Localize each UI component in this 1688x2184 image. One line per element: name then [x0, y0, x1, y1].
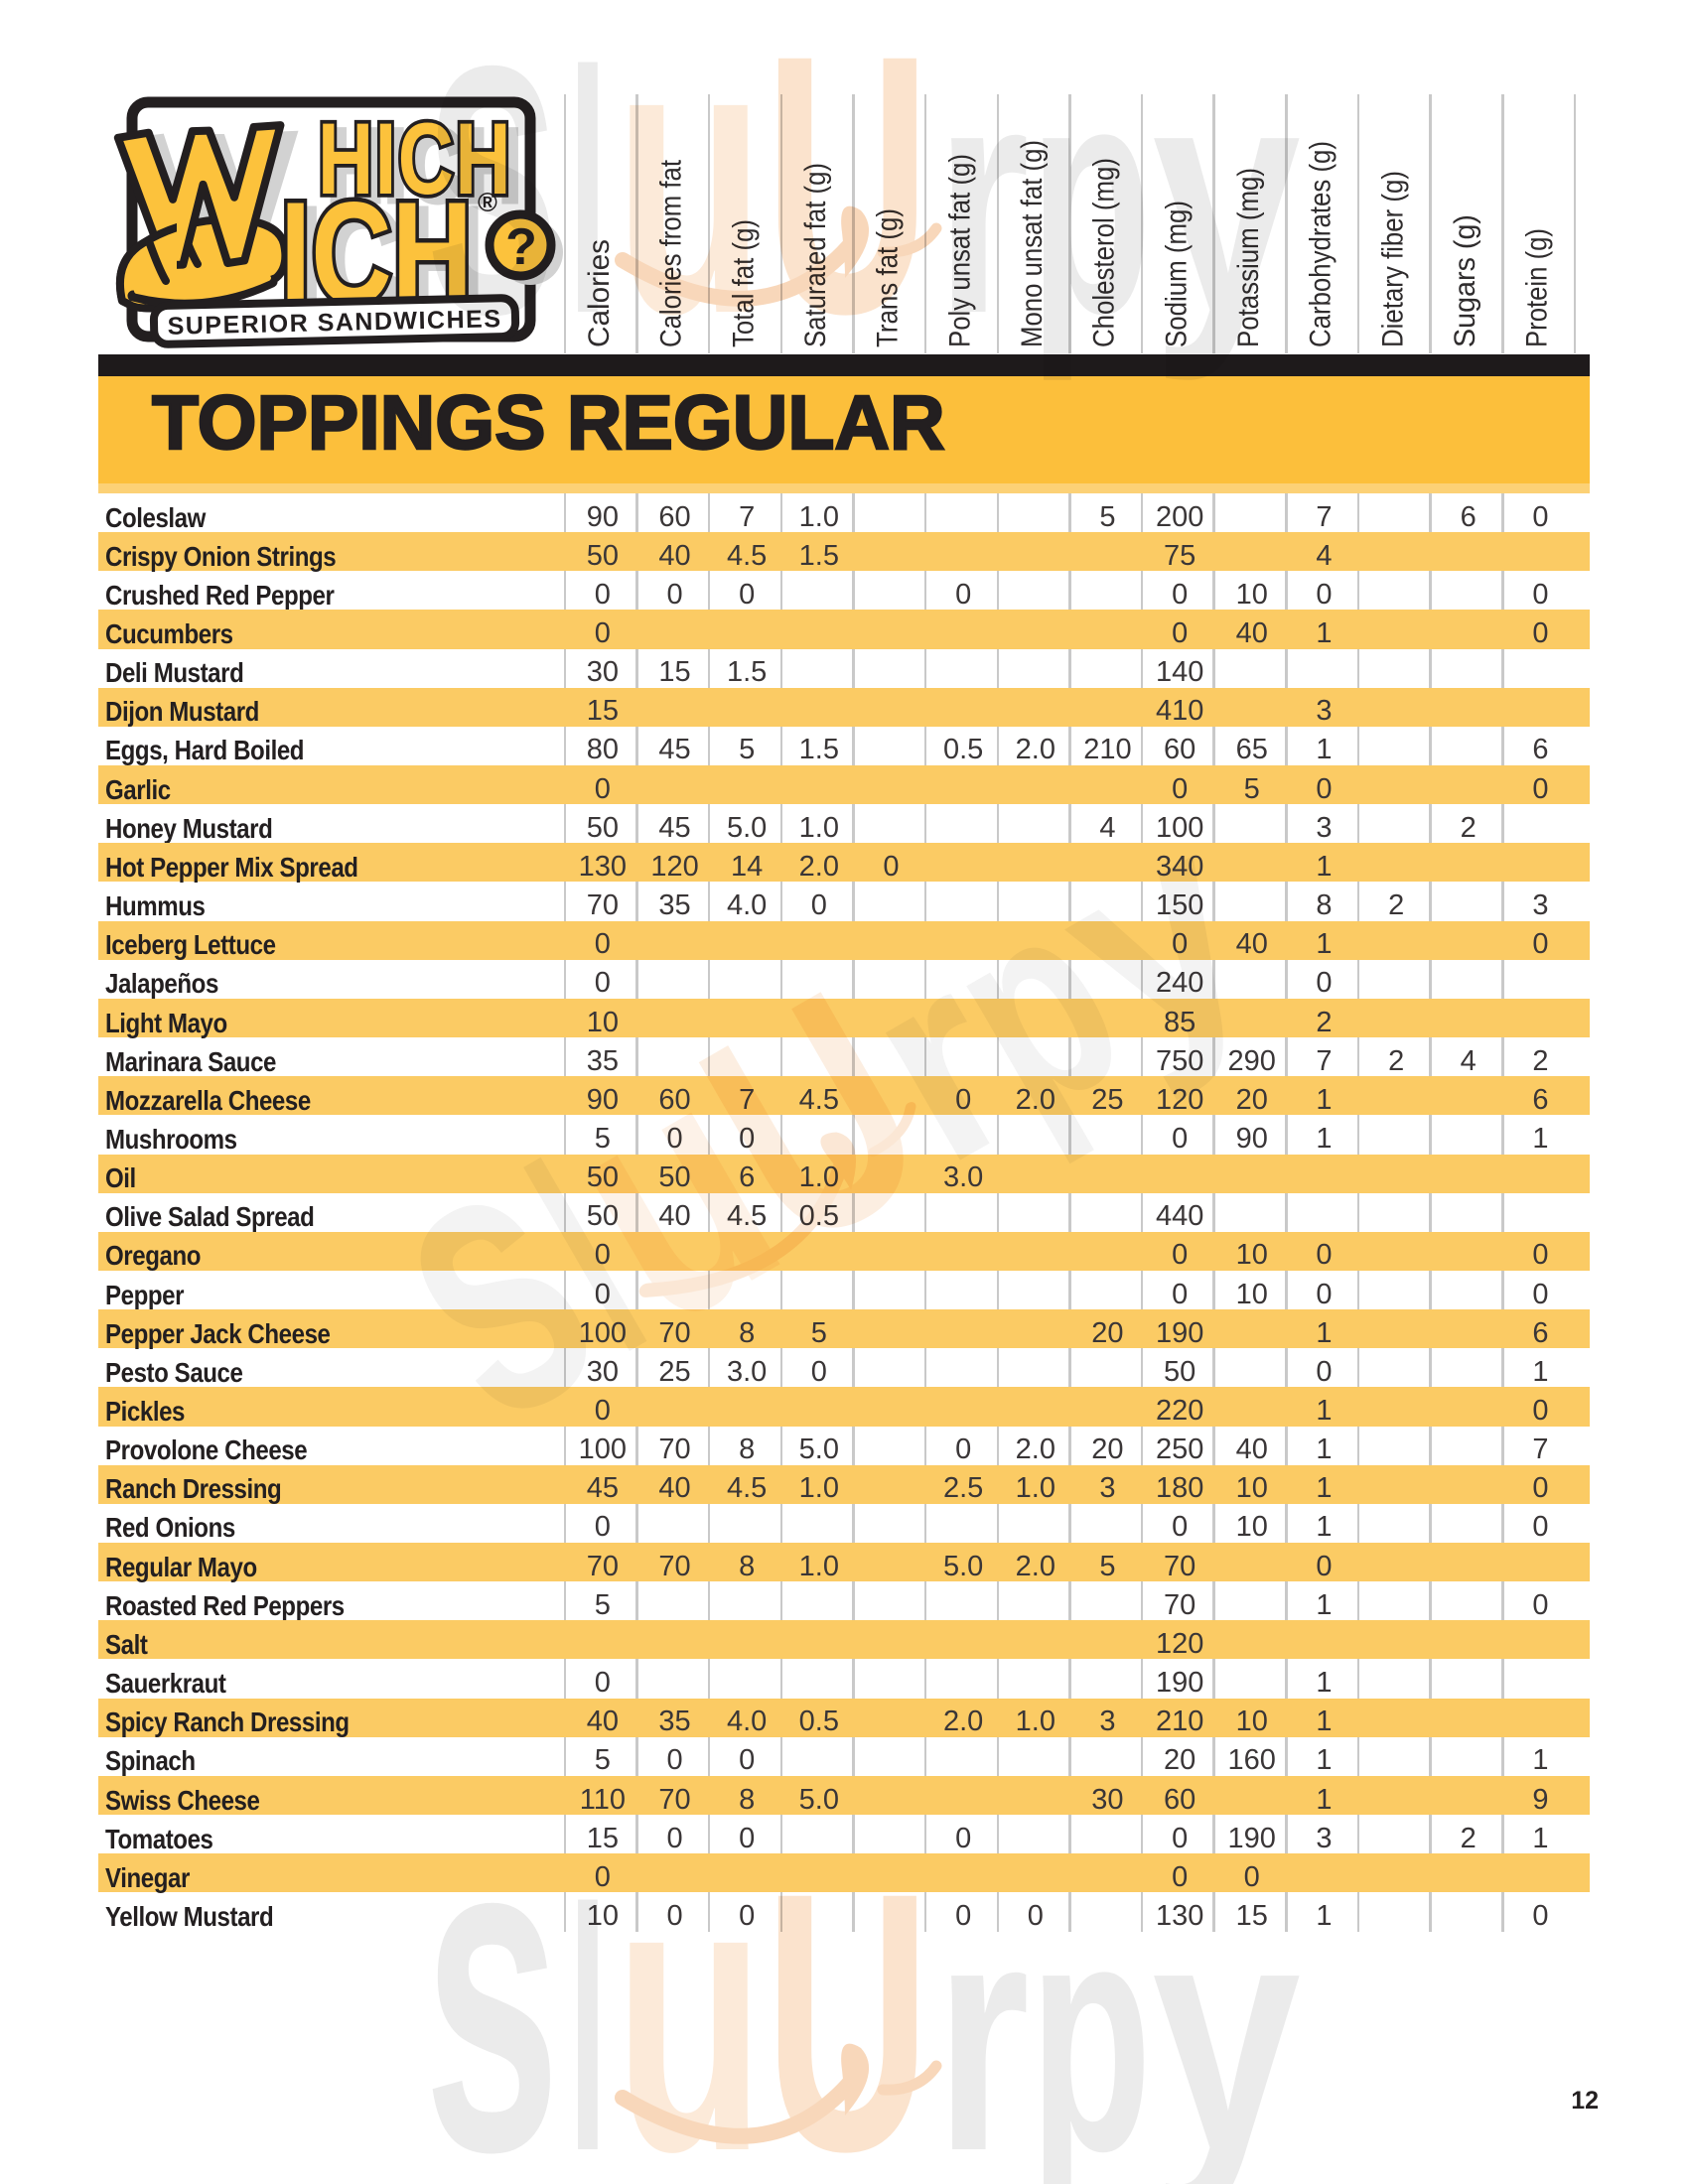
- svg-text:Protein (g): Protein (g): [1521, 228, 1554, 347]
- svg-text:Potassium (mg): Potassium (mg): [1232, 168, 1265, 347]
- svg-text:l: l: [568, 1838, 608, 2184]
- svg-text:s: s: [424, 0, 560, 409]
- svg-text:s: s: [424, 1735, 560, 2184]
- svg-text:Cholesterol (mg): Cholesterol (mg): [1088, 158, 1121, 347]
- svg-text:r: r: [935, 15, 1030, 382]
- svg-text:Calories: Calories: [583, 239, 616, 347]
- svg-text:Calories from fat: Calories from fat: [655, 159, 688, 347]
- svg-text:Mono unsat fat (g): Mono unsat fat (g): [1016, 140, 1049, 347]
- svg-text:Carbohydrates (g): Carbohydrates (g): [1305, 141, 1337, 347]
- svg-text:Saturated fat (g): Saturated fat (g): [799, 163, 832, 347]
- svg-text:u: u: [615, 0, 765, 395]
- svg-text:r: r: [935, 1852, 1030, 2184]
- svg-text:?: ?: [505, 218, 537, 276]
- svg-text:Poly unsat fat (g): Poly unsat fat (g): [943, 154, 976, 347]
- svg-text:®: ®: [478, 188, 497, 217]
- svg-text:U: U: [765, 0, 930, 390]
- svg-text:HICH: HICH: [328, 109, 522, 222]
- svg-text:p: p: [1030, 1852, 1152, 2184]
- svg-text:p: p: [1030, 15, 1152, 383]
- svg-text:Trans fat (g): Trans fat (g): [872, 208, 905, 347]
- svg-text:y: y: [1152, 15, 1303, 383]
- svg-text:u: u: [615, 1796, 765, 2184]
- svg-text:l: l: [568, 0, 608, 385]
- svg-text:Sodium (mg): Sodium (mg): [1160, 201, 1193, 347]
- svg-text:HICH: HICH: [318, 102, 512, 215]
- svg-text:Dietary fiber (g): Dietary fiber (g): [1376, 171, 1409, 347]
- svg-text:Total fat (g): Total fat (g): [727, 219, 760, 347]
- svg-text:y: y: [1152, 1852, 1303, 2184]
- svg-text:Sugars (g): Sugars (g): [1449, 214, 1481, 347]
